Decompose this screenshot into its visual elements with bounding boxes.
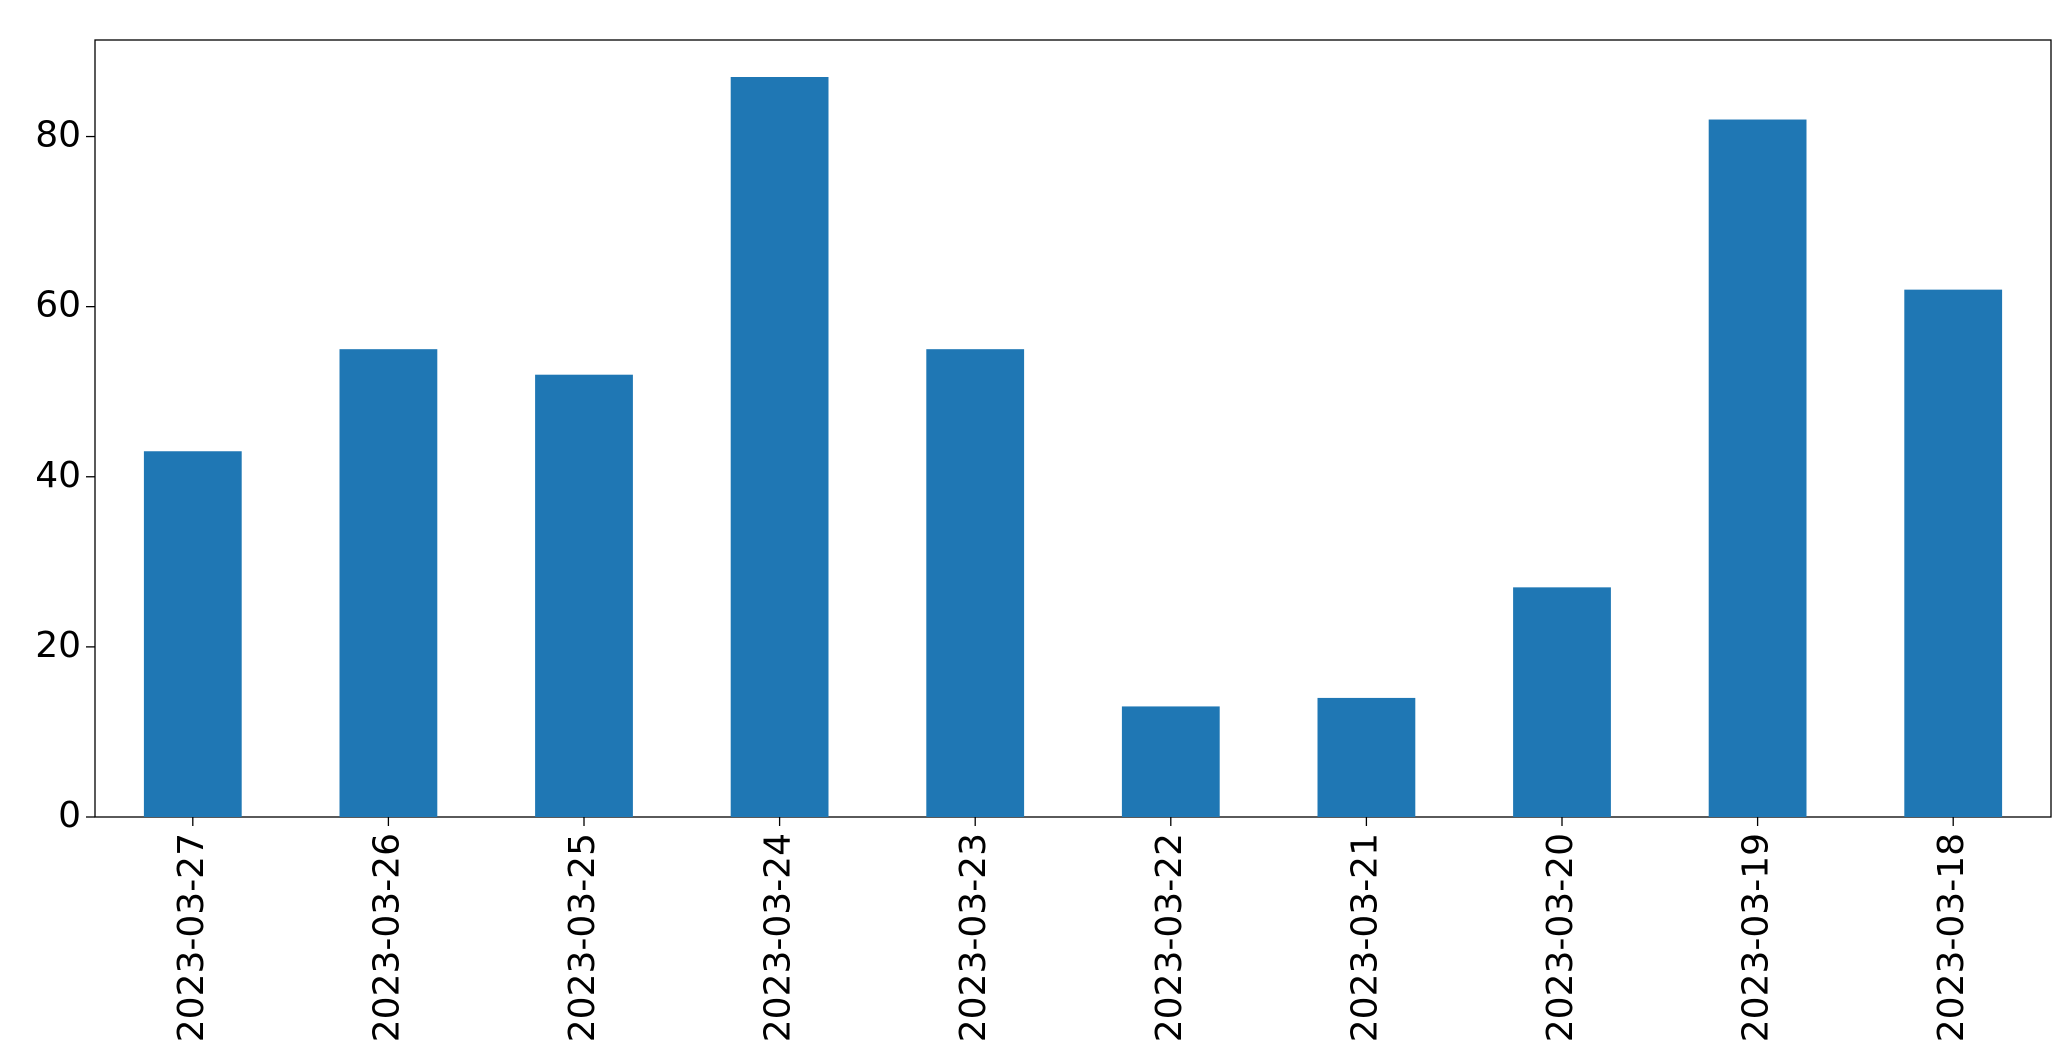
x-tick-label: 2023-03-23 — [953, 833, 994, 1042]
bar — [926, 349, 1025, 817]
bar — [1904, 289, 2003, 817]
x-tick-label: 2023-03-24 — [758, 833, 799, 1042]
x-tick-label: 2023-03-20 — [1540, 833, 1581, 1042]
y-tick-label: 40 — [35, 455, 81, 496]
y-tick-label: 60 — [35, 285, 81, 326]
y-tick-label: 20 — [35, 625, 81, 666]
bar — [730, 77, 829, 817]
y-tick-label: 0 — [58, 795, 81, 836]
x-tick-label: 2023-03-18 — [1931, 833, 1972, 1042]
bar — [535, 374, 633, 817]
x-tick-label: 2023-03-22 — [1149, 833, 1190, 1042]
plot-frame — [94, 39, 2052, 818]
x-tick-label: 2023-03-19 — [1736, 833, 1777, 1042]
bar — [1317, 697, 1416, 817]
x-tick-label: 2023-03-26 — [366, 833, 407, 1042]
bar — [1513, 587, 1611, 817]
bar — [1708, 119, 1807, 817]
y-tick-label: 80 — [35, 115, 81, 156]
bar — [1121, 706, 1220, 817]
x-tick-label: 2023-03-21 — [1344, 833, 1385, 1042]
bar — [339, 349, 438, 817]
x-tick-label: 2023-03-27 — [171, 833, 212, 1042]
x-tick-label: 2023-03-25 — [562, 833, 603, 1042]
bar — [143, 451, 242, 817]
